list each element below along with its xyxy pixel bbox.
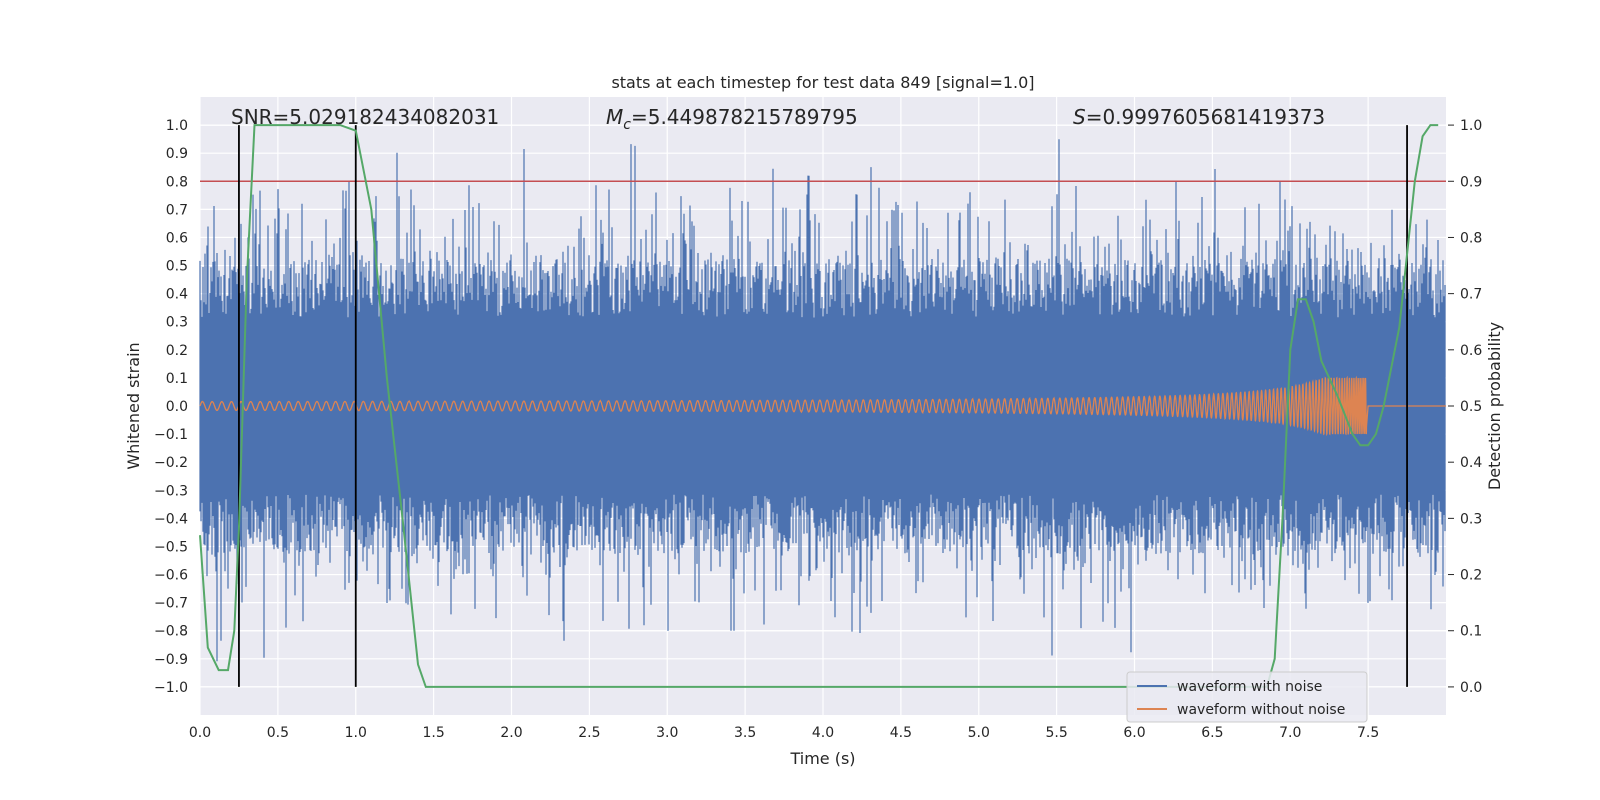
x-tick-label: 0.0 — [189, 725, 211, 741]
x-tick-label: 3.0 — [656, 725, 678, 741]
y-tick-label: 1.0 — [166, 118, 188, 134]
y-tick-label: 0.2 — [166, 343, 188, 359]
x-tick-label: 4.0 — [812, 725, 834, 741]
y-right-tick-label: 0.3 — [1460, 511, 1482, 527]
y-tick-label: −0.4 — [154, 511, 188, 527]
y-right-tick-label: 0.2 — [1460, 568, 1482, 584]
x-tick-label: 7.5 — [1357, 725, 1379, 741]
x-tick-label: 4.5 — [890, 725, 912, 741]
y-tick-label: −0.3 — [154, 483, 188, 499]
y-tick-label: −0.5 — [154, 539, 188, 555]
y-axis-right-ticks: 1.0 0.9 0.8 0.7 0.6 0.5 0.4 0.3 0.2 0.1 0.0 — [1448, 118, 1482, 696]
y-tick-label: 0.6 — [166, 230, 188, 246]
y-tick-label: 0.9 — [166, 146, 188, 162]
probability-trace — [199, 124, 1439, 688]
x-tick-label: 1.0 — [345, 725, 367, 741]
y-tick-label: −0.8 — [154, 624, 188, 640]
x-tick-label: 2.5 — [578, 725, 600, 741]
snr-annotation: SNR=5.029182434082031 — [231, 105, 499, 129]
y-axis-right-label: Detection probability — [1485, 322, 1504, 490]
chirp-mass-annotation: Mc=5.449878215789795 — [606, 105, 858, 133]
y-tick-label: 0.8 — [166, 174, 188, 190]
x-tick-label: 5.5 — [1045, 725, 1067, 741]
x-tick-label: 6.0 — [1123, 725, 1145, 741]
y-right-tick-label: 1.0 — [1460, 118, 1482, 134]
y-tick-label: −0.7 — [154, 596, 188, 612]
y-right-tick-label: 0.0 — [1460, 680, 1482, 696]
y-right-tick-label: 0.8 — [1460, 230, 1482, 246]
y-axis-label: Whitened strain — [124, 342, 143, 469]
legend: waveform with noise waveform without noi… — [1126, 671, 1368, 723]
y-tick-label: 0.7 — [166, 202, 188, 218]
y-axis-ticks: 1.0 0.9 0.8 0.7 0.6 0.5 0.4 0.3 0.2 0.1 0.0 −0.1 −0.… — [154, 118, 188, 696]
mc-symbol: M — [606, 105, 623, 129]
y-right-tick-label: 0.5 — [1460, 399, 1482, 415]
s-value: =0.9997605681419373 — [1086, 105, 1325, 129]
y-right-tick-label: 0.6 — [1460, 343, 1482, 359]
x-tick-label: 1.5 — [422, 725, 444, 741]
y-tick-label: −0.1 — [154, 427, 188, 443]
x-tick-label: 7.0 — [1279, 725, 1301, 741]
s-symbol: S — [1073, 105, 1086, 129]
x-tick-label: 6.5 — [1201, 725, 1223, 741]
x-axis-ticks: 0.0 0.5 1.0 1.5 2.0 2.5 3.0 3.5 4.0 4.5 5.0 5.5 6.0 6… — [189, 725, 1379, 741]
y-right-tick-label: 0.4 — [1460, 455, 1482, 471]
score-annotation: S=0.9997605681419373 — [1073, 105, 1325, 129]
y-right-tick-label: 0.1 — [1460, 624, 1482, 640]
x-tick-label: 0.5 — [267, 725, 289, 741]
series-waveform-without-noise — [199, 375, 1446, 437]
x-axis-label: Time (s) — [789, 749, 855, 768]
y-tick-label: 0.5 — [166, 259, 188, 275]
chart-title: stats at each timestep for test data 849… — [611, 73, 1034, 92]
y-right-tick-label: 0.9 — [1460, 174, 1482, 190]
y-tick-label: −1.0 — [154, 680, 188, 696]
mc-value: =5.449878215789795 — [631, 105, 858, 129]
y-tick-label: 0.3 — [166, 315, 188, 331]
vertical-markers — [238, 125, 1408, 687]
legend-box — [1126, 671, 1368, 723]
y-tick-label: −0.9 — [154, 652, 188, 668]
legend-entry-clean: waveform without noise — [1177, 702, 1345, 718]
x-tick-label: 5.0 — [968, 725, 990, 741]
y-tick-label: 0.1 — [166, 371, 188, 387]
chirp-trace — [199, 375, 1446, 437]
x-tick-label: 2.0 — [500, 725, 522, 741]
mc-subscript: c — [623, 117, 631, 133]
series-detection-probability — [199, 124, 1439, 688]
y-tick-label: 0.0 — [166, 399, 188, 415]
x-tick-label: 3.5 — [734, 725, 756, 741]
y-right-tick-label: 0.7 — [1460, 287, 1482, 303]
y-tick-label: −0.6 — [154, 568, 188, 584]
y-tick-label: −0.2 — [154, 455, 188, 471]
legend-entry-noise: waveform with noise — [1177, 679, 1322, 695]
y-tick-label: 0.4 — [166, 287, 188, 303]
